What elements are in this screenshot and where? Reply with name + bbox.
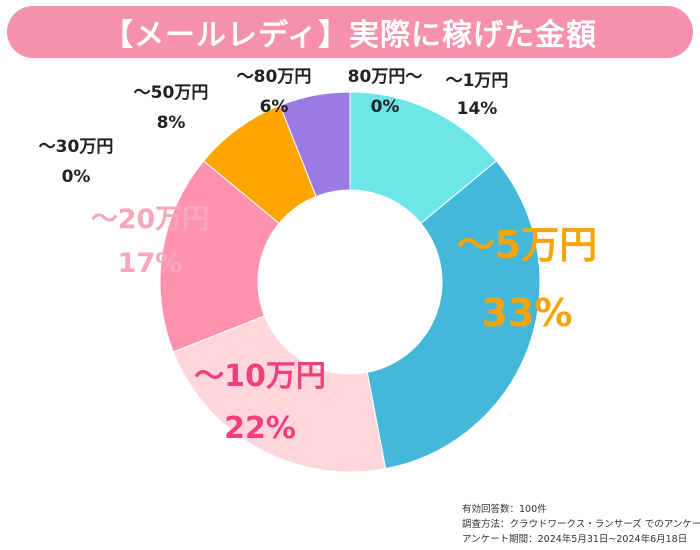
donut-slice-6 (279, 91, 351, 198)
footnote-method: 調査方法：クラウドワークス・ランサーズ でのアンケート (462, 519, 700, 530)
slice-value-label-0: 14% (457, 99, 498, 119)
slice-value-label-6: 6% (260, 97, 289, 117)
footnote-period: アンケート期間：2024年5月31日~2024年6月18日 (462, 534, 688, 545)
slice-value-label-3: 17% (118, 248, 183, 279)
slice-label-7: 80万円～ (348, 67, 423, 87)
slice-value-label-2: 22% (224, 411, 296, 446)
donut-slice-2 (172, 315, 387, 473)
slice-label-5: ～50万円 (134, 83, 209, 103)
slice-value-label-7: 0% (371, 97, 400, 117)
slice-label-3: ～20万円 (91, 204, 210, 235)
slice-value-label-4: 0% (62, 167, 91, 187)
slice-value-label-1: 33% (482, 291, 573, 335)
slice-label-0: ～1万円 (446, 71, 509, 91)
donut-slice-1 (366, 160, 541, 470)
chart-title: 【メールレディ】実際に稼げた金額 (103, 18, 597, 53)
donut-slices (159, 91, 541, 473)
slice-label-2: ～10万円 (194, 359, 326, 394)
slice-labels: ～1万円 14% ～5万円 33% ～10万円 22% ～20万円 17% ～30万円 0% ～50… (39, 67, 598, 446)
slice-label-4: ～30万円 (39, 137, 114, 157)
donut-slice-3 (159, 160, 280, 353)
title-banner: 【メールレディ】実際に稼げた金額 (7, 6, 693, 58)
slice-label-1: ～5万円 (457, 223, 597, 267)
slice-label-6: ～80万円 (237, 67, 312, 87)
footnote-responses: 有効回答数：100件 (462, 504, 547, 515)
slice-value-label-5: 8% (157, 113, 186, 133)
survey-footnote: 有効回答数：100件 調査方法：クラウドワークス・ランサーズ でのアンケート ア… (462, 502, 700, 547)
